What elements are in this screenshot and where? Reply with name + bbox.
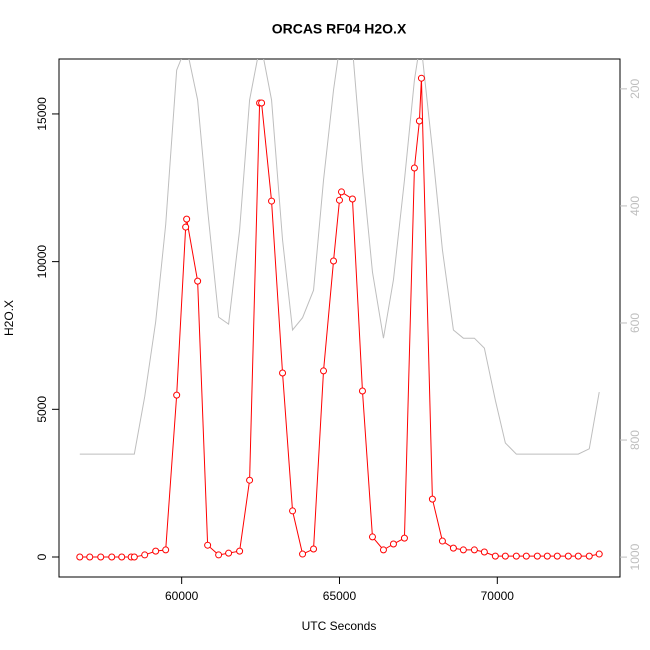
data-point [501,552,509,560]
data-point [246,476,254,484]
y2-tick-label: 400 [628,196,642,216]
data-point [480,548,488,556]
data-point [574,552,582,560]
y2-tick-label: 800 [628,430,642,450]
data-point [162,546,170,554]
data-point [204,541,212,549]
data-point [428,495,436,503]
data-point [320,367,328,375]
data-point [415,117,423,125]
y2-tick-label: 1000 [628,543,642,570]
data-point [330,257,338,265]
data-point [76,553,84,561]
data-point [130,553,138,561]
data-point [553,552,561,560]
data-point [183,215,191,223]
data-point [522,552,530,560]
data-point [389,540,397,548]
data-point [289,507,297,515]
chart-title: ORCAS RF04 H2O.X [272,21,407,37]
data-point [358,387,366,395]
data-point [86,553,94,561]
data-point [459,546,467,554]
data-point [215,551,223,559]
data-point [97,553,105,561]
data-point [310,545,318,553]
x-tick-label: 70000 [481,589,515,603]
data-point [182,223,190,231]
y-tick-label: 15000 [35,97,49,131]
data-point [225,549,233,557]
data-point [379,546,387,554]
data-point [258,99,266,107]
y-tick-label: 0 [35,553,49,560]
y-tick-label: 10000 [35,245,49,279]
y2-tick-label: 600 [628,313,642,333]
data-point [279,369,287,377]
data-point [543,552,551,560]
data-point [595,550,603,558]
data-point [268,197,276,205]
y-tick-label: 5000 [35,396,49,423]
data-point [335,196,343,204]
data-point [118,553,126,561]
data-point [585,552,593,560]
data-point [299,550,307,558]
data-point [236,547,244,555]
plot-area [76,59,603,561]
data-point [194,277,202,285]
data-point [337,188,345,196]
data-point [173,391,181,399]
x-tick-label: 60000 [165,589,199,603]
data-point [368,533,376,541]
data-point [410,164,418,172]
x-axis-label: UTC Seconds [302,619,377,633]
data-point [108,553,116,561]
data-point [512,552,520,560]
data-point [470,546,478,554]
data-point [564,552,572,560]
x-tick-label: 65000 [323,589,357,603]
data-point [491,552,499,560]
data-point [417,74,425,82]
data-point [533,552,541,560]
data-point [348,195,356,203]
data-point [400,534,408,542]
data-point [449,544,457,552]
y2-tick-label: 200 [628,79,642,99]
data-point [438,537,446,545]
series-line [79,59,600,455]
data-point [141,551,149,559]
data-point [152,547,160,555]
y-axis-label: H2O.X [2,300,16,336]
